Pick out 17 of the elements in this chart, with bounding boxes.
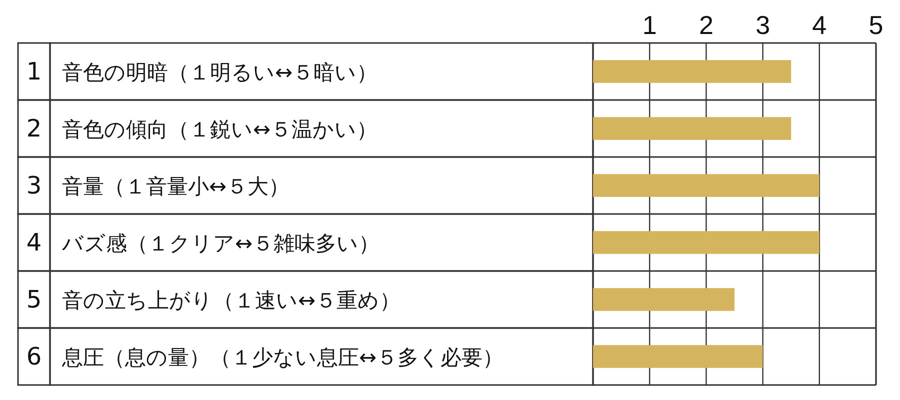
y-tick-label: 5 音の立ち上がり（１速い↔５重め）	[26, 286, 401, 314]
y-tick-label: 1 音色の明暗（１明るい↔５暗い）	[26, 58, 378, 86]
x-tick-label: 1	[642, 10, 657, 40]
bar	[593, 231, 820, 254]
bar	[593, 117, 792, 140]
y-tick-label: 6 息圧（息の量）（１少ない息圧↔５多く必要）	[26, 342, 504, 370]
x-tick-label: 4	[812, 10, 827, 40]
bar	[593, 345, 763, 368]
bar	[593, 60, 792, 83]
y-tick-label: 4 バズ感（１クリア↔５雑味多い）	[26, 228, 380, 256]
x-tick-label: 5	[868, 10, 884, 40]
y-tick-label: 2 音色の傾向（１鋭い↔５温かい）	[26, 114, 378, 142]
y-tick-label: 3 音量（１音量小↔５大）	[26, 172, 290, 200]
bar	[593, 174, 820, 197]
bar	[593, 288, 734, 311]
x-tick-label: 2	[698, 10, 714, 40]
x-tick-label: 3	[756, 10, 770, 40]
